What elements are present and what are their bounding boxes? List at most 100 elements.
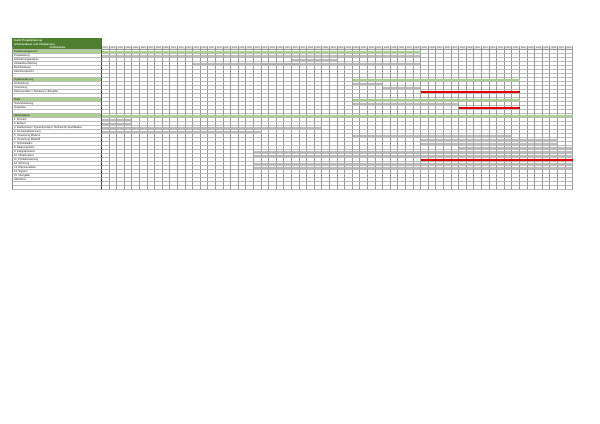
grid-cell[interactable] [421, 106, 429, 110]
grid-cell[interactable] [482, 102, 490, 106]
grid-cell[interactable] [269, 78, 277, 82]
grid-cell[interactable] [368, 66, 376, 70]
grid-cell[interactable] [299, 74, 308, 78]
grid-cell[interactable] [482, 86, 490, 90]
grid-cell[interactable] [542, 86, 551, 90]
grid-cell[interactable] [307, 66, 315, 70]
grid-cell[interactable] [238, 94, 247, 98]
grid-cell[interactable] [352, 66, 361, 70]
grid-cell[interactable] [299, 102, 308, 106]
grid-cell[interactable] [276, 90, 285, 94]
grid-cell[interactable] [140, 90, 148, 94]
grid-cell[interactable] [330, 70, 338, 74]
grid-cell[interactable] [512, 58, 520, 62]
grid-cell[interactable] [520, 86, 528, 90]
grid-cell[interactable] [193, 102, 201, 106]
grid-cell[interactable] [550, 78, 558, 82]
grid-cell[interactable] [314, 106, 323, 110]
grid-cell[interactable] [102, 82, 110, 86]
grid-cell[interactable] [208, 106, 216, 110]
grid-cell[interactable] [436, 58, 444, 62]
grid-cell[interactable] [124, 186, 133, 190]
grid-cell[interactable] [489, 62, 498, 66]
grid-cell[interactable] [436, 66, 444, 70]
grid-cell[interactable] [223, 94, 232, 98]
grid-cell[interactable] [284, 58, 292, 62]
grid-cell[interactable] [345, 78, 353, 82]
grid-cell[interactable] [451, 106, 460, 110]
grid-cell[interactable] [200, 74, 209, 78]
grid-cell[interactable] [269, 102, 277, 106]
grid-cell[interactable] [542, 94, 551, 98]
grid-cell[interactable] [155, 66, 163, 70]
grid-cell[interactable] [535, 58, 543, 62]
grid-cell[interactable] [124, 94, 133, 98]
task-label[interactable]: 1. Konzept [12, 118, 102, 122]
grid-cell[interactable] [193, 106, 201, 110]
grid-cell[interactable] [535, 98, 543, 102]
grid-cell[interactable] [269, 122, 277, 126]
grid-cell[interactable] [527, 90, 536, 94]
grid-cell[interactable] [345, 186, 353, 190]
grid-cell[interactable] [527, 54, 536, 58]
grid-cell[interactable] [527, 98, 536, 102]
grid-cell[interactable] [170, 122, 178, 126]
task-label[interactable]: Testphase [12, 106, 102, 110]
grid-cell[interactable] [459, 86, 467, 90]
grid-cell[interactable] [337, 106, 346, 110]
grid-cell[interactable] [352, 122, 361, 126]
grid-cell[interactable] [292, 122, 300, 126]
grid-cell[interactable] [428, 110, 437, 114]
grid-cell[interactable] [193, 186, 201, 190]
grid-cell[interactable] [102, 98, 110, 102]
grid-cell[interactable] [124, 58, 133, 62]
grid-cell[interactable] [147, 74, 156, 78]
grid-cell[interactable] [421, 50, 429, 54]
grid-cell[interactable] [314, 110, 323, 114]
grid-cell[interactable] [428, 74, 437, 78]
grid-cell[interactable] [459, 82, 467, 86]
grid-cell[interactable] [178, 82, 186, 86]
grid-cell[interactable] [231, 90, 239, 94]
grid-cell[interactable] [246, 94, 254, 98]
grid-cell[interactable] [345, 82, 353, 86]
grid-cell[interactable] [504, 74, 513, 78]
grid-cell[interactable] [406, 94, 414, 98]
grid-cell[interactable] [466, 102, 475, 106]
grid-cell[interactable] [208, 122, 216, 126]
grid-cell[interactable] [535, 106, 543, 110]
grid-cell[interactable] [352, 118, 361, 122]
grid-cell[interactable] [307, 106, 315, 110]
grid-cell[interactable] [398, 90, 406, 94]
grid-cell[interactable] [109, 94, 118, 98]
grid-cell[interactable] [459, 74, 467, 78]
grid-cell[interactable] [132, 62, 140, 66]
grid-cell[interactable] [466, 62, 475, 66]
grid-cell[interactable] [269, 70, 277, 74]
grid-cell[interactable] [117, 186, 125, 190]
grid-cell[interactable] [428, 122, 437, 126]
grid-cell[interactable] [558, 110, 566, 114]
grid-cell[interactable] [368, 122, 376, 126]
grid-cell[interactable] [474, 110, 482, 114]
task-bar[interactable] [421, 138, 558, 142]
grid-cell[interactable] [261, 94, 270, 98]
grid-cell[interactable] [428, 118, 437, 122]
grid-cell[interactable] [284, 66, 292, 70]
grid-cell[interactable] [208, 118, 216, 122]
grid-cell[interactable] [276, 110, 285, 114]
grid-cell[interactable] [330, 110, 338, 114]
grid-cell[interactable] [352, 110, 361, 114]
grid-cell[interactable] [208, 74, 216, 78]
grid-cell[interactable] [436, 118, 444, 122]
grid-cell[interactable] [238, 98, 247, 102]
grid-cell[interactable] [132, 102, 140, 106]
grid-cell[interactable] [102, 78, 110, 82]
task-label[interactable]: 2. Entwurf [12, 122, 102, 126]
grid-cell[interactable] [140, 74, 148, 78]
grid-cell[interactable] [474, 58, 482, 62]
grid-cell[interactable] [299, 110, 308, 114]
grid-cell[interactable] [284, 102, 292, 106]
grid-cell[interactable] [512, 50, 520, 54]
task-bar[interactable] [352, 134, 513, 138]
